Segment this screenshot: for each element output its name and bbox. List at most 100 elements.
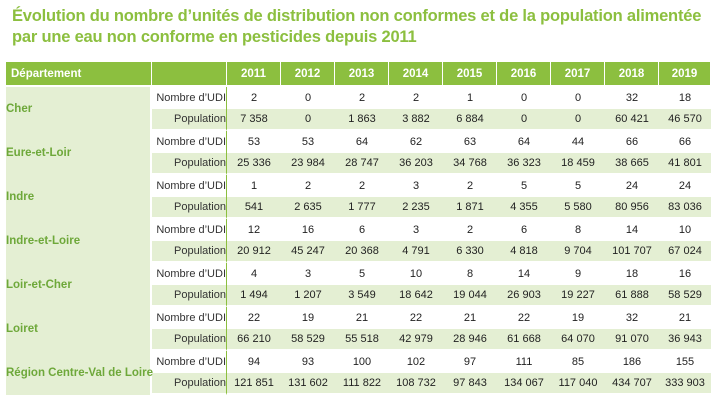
udi-value: 19 — [551, 307, 605, 329]
population-value: 61 888 — [605, 285, 659, 307]
row-label-udi: Nombre d’UDI — [152, 307, 227, 329]
population-value: 58 529 — [659, 285, 711, 307]
header-year: 2018 — [605, 62, 659, 87]
population-value: 3 882 — [389, 109, 443, 131]
udi-value: 2 — [389, 87, 443, 109]
population-value: 1 863 — [335, 109, 389, 131]
population-value: 4 818 — [497, 241, 551, 263]
udi-value: 4 — [227, 263, 281, 285]
udi-value: 5 — [551, 175, 605, 197]
header-year: 2014 — [389, 62, 443, 87]
table-row: Région Centre-Val de Loire Nombre d’UDI 94… — [6, 351, 711, 395]
row-label-population: Population — [152, 197, 227, 219]
udi-value: 0 — [551, 87, 605, 109]
population-value: 2 235 — [389, 197, 443, 219]
table-body: Cher Nombre d’UDI 2 0 2 2 1 0 0 32 18 Population 7 3… — [6, 87, 711, 395]
population-value: 26 903 — [497, 285, 551, 307]
population-value: 1 207 — [281, 285, 335, 307]
departement-name: Indre — [6, 175, 152, 219]
udi-value: 64 — [497, 131, 551, 153]
header-year: 2012 — [281, 62, 335, 87]
udi-value: 22 — [389, 307, 443, 329]
population-value: 0 — [281, 109, 335, 131]
udi-value: 62 — [389, 131, 443, 153]
udi-value: 3 — [389, 219, 443, 241]
table-row: Population 541 2 635 1 777 2 235 1 871 4 355 5 … — [6, 197, 711, 219]
header-year: 2015 — [443, 62, 497, 87]
udi-value: 18 — [659, 87, 711, 109]
udi-value: 8 — [443, 263, 497, 285]
udi-value: 85 — [551, 351, 605, 373]
udi-value: 102 — [389, 351, 443, 373]
population-value: 20 368 — [335, 241, 389, 263]
population-value: 6 330 — [443, 241, 497, 263]
population-value: 0 — [551, 109, 605, 131]
udi-value: 5 — [497, 175, 551, 197]
population-value: 101 707 — [605, 241, 659, 263]
udi-value: 6 — [497, 219, 551, 241]
population-value: 58 529 — [281, 329, 335, 351]
udi-value: 9 — [551, 263, 605, 285]
udi-value: 21 — [659, 307, 711, 329]
udi-value: 53 — [281, 131, 335, 153]
population-value: 67 024 — [659, 241, 711, 263]
table-row: Population 20 912 45 247 20 368 4 791 6 330 4 … — [6, 241, 711, 263]
udi-value: 0 — [497, 87, 551, 109]
table-row: Eure-et-Loir Nombre d’UDI 53 53 64 62 63 64 44 66… — [6, 131, 711, 175]
title-line-1: Évolution du nombre d’unités de distribu… — [12, 7, 702, 25]
table-header-row: Département 2011 2012 2013 2014 2015 201… — [6, 62, 711, 87]
population-value: 1 871 — [443, 197, 497, 219]
population-value: 83 036 — [659, 197, 711, 219]
population-value: 4 791 — [389, 241, 443, 263]
table-row: Cher Nombre d’UDI 2 0 2 2 1 0 0 32 18 — [6, 87, 711, 131]
population-value: 434 707 — [605, 373, 659, 395]
departement-name: Région Centre-Val de Loire — [6, 351, 153, 395]
population-value: 541 — [227, 197, 281, 219]
row-label-udi: Nombre d’UDI — [152, 131, 227, 153]
population-value: 64 070 — [551, 329, 605, 351]
header-departement: Département — [6, 62, 152, 87]
population-value: 111 822 — [335, 373, 389, 395]
udi-value: 6 — [335, 219, 389, 241]
table-row: Population 25 336 23 984 28 747 36 203 34 768… — [6, 153, 711, 175]
table-row: Indre-et-Loire Nombre d’UDI 12 16 6 3 2 6 8 14 10 — [6, 219, 711, 263]
udi-value: 32 — [605, 307, 659, 329]
udi-value: 16 — [659, 263, 711, 285]
population-value: 117 040 — [551, 373, 605, 395]
row-label-population: Population — [152, 329, 227, 351]
udi-value: 66 — [659, 131, 711, 153]
population-value: 25 336 — [227, 153, 281, 175]
table-row: Loiret Nombre d’UDI 22 19 21 22 21 22 19 32 21 — [6, 307, 711, 351]
udi-value: 14 — [497, 263, 551, 285]
udi-value: 2 — [227, 87, 281, 109]
row-label-population: Population — [152, 373, 227, 395]
population-value: 38 665 — [605, 153, 659, 175]
udi-value: 10 — [389, 263, 443, 285]
population-value: 1 494 — [227, 285, 281, 307]
population-value: 36 203 — [389, 153, 443, 175]
title-line-2: par une eau non conforme en pesticides d… — [12, 28, 417, 46]
udi-value: 16 — [281, 219, 335, 241]
departement-name: Indre-et-Loire — [6, 219, 152, 263]
population-value: 97 843 — [443, 373, 497, 395]
header-year: 2016 — [497, 62, 551, 87]
population-value: 4 355 — [497, 197, 551, 219]
row-label-udi: Nombre d’UDI — [152, 351, 227, 373]
population-value: 91 070 — [605, 329, 659, 351]
udi-value: 3 — [281, 263, 335, 285]
population-value: 7 358 — [227, 109, 281, 131]
udi-value: 2 — [335, 87, 389, 109]
udi-value: 1 — [443, 87, 497, 109]
population-value: 131 602 — [281, 373, 335, 395]
udi-value: 44 — [551, 131, 605, 153]
udi-value: 53 — [227, 131, 281, 153]
udi-value: 94 — [227, 351, 281, 373]
population-value: 80 956 — [605, 197, 659, 219]
population-value: 61 668 — [497, 329, 551, 351]
population-value: 6 884 — [443, 109, 497, 131]
header-year: 2019 — [659, 62, 711, 87]
population-value: 34 768 — [443, 153, 497, 175]
udi-value: 5 — [335, 263, 389, 285]
population-value: 19 044 — [443, 285, 497, 307]
